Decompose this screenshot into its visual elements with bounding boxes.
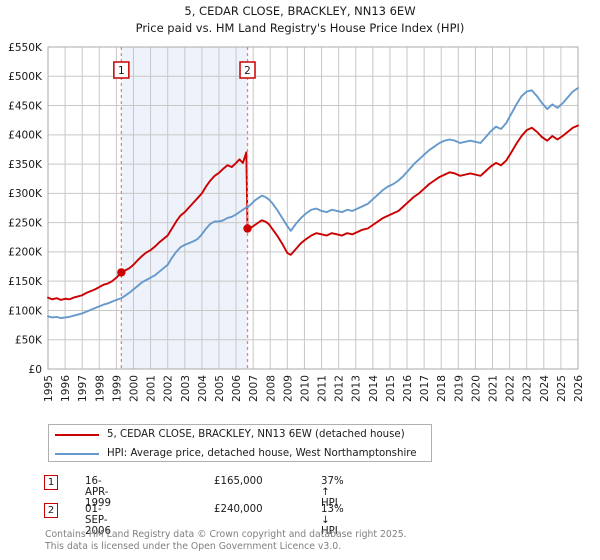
series-line-hpi	[47, 87, 579, 320]
x-axis-tick-label: 2021	[488, 375, 500, 402]
y-axis-tick-label: £0	[29, 364, 43, 376]
transaction-index-2: 2	[44, 503, 58, 518]
x-axis-tick-label: 2002	[163, 375, 175, 402]
footer-attribution: Contains HM Land Registry data © Crown c…	[45, 529, 407, 552]
legend-label-price-paid: 5, CEDAR CLOSE, BRACKLEY, NN13 6EW (deta…	[107, 429, 405, 440]
y-axis-tick-label: £450K	[8, 100, 43, 112]
price-chart-plot: £0 £50K £100K £150K £200K £250K £300K £350K £400…	[8, 42, 585, 402]
x-axis-tick-label: 2005	[214, 375, 226, 402]
transaction-hpi-delta-2: 13% ↓ HPI	[321, 504, 344, 537]
x-axis-tick-label: 2014	[368, 375, 380, 402]
transaction-hpi-delta-1: 37% ↑ HPI	[321, 476, 344, 509]
marker-badge-box[interactable]	[239, 61, 256, 79]
x-axis-tick-label: 2009	[282, 375, 294, 402]
x-axis-tick-label: 2006	[231, 375, 243, 402]
legend-swatch-price-paid	[55, 433, 99, 436]
x-axis-tick-label: 2001	[146, 375, 158, 402]
legend-label-hpi: HPI: Average price, detached house, West…	[107, 448, 417, 459]
x-axis-tick-label: 2007	[248, 375, 260, 402]
y-axis-tick-label: £550K	[8, 42, 43, 54]
plot-border	[47, 46, 579, 370]
x-axis-tick-label: 2018	[436, 375, 448, 402]
x-axis-tick-label: 2000	[128, 375, 140, 402]
x-axis-tick-label: 1997	[77, 375, 89, 402]
y-axis-tick-label: £150K	[8, 276, 43, 288]
x-axis-tick-label: 1998	[94, 375, 106, 402]
x-axis-tick-label: 2016	[402, 375, 414, 402]
x-axis-tick-label: 2023	[522, 375, 534, 402]
legend-swatch-hpi	[55, 452, 99, 455]
page-subtitle: Price paid vs. HM Land Registry's House …	[135, 21, 465, 35]
legend-item-price-paid: 5, CEDAR CLOSE, BRACKLEY, NN13 6EW (deta…	[49, 425, 431, 444]
x-axis-tick-label: 2008	[265, 375, 277, 402]
y-axis-tick-label: £500K	[8, 71, 43, 83]
transaction-date-1: 16-APR-1999	[85, 476, 111, 509]
x-axis-tick-label: 2012	[334, 375, 346, 402]
x-axis-tick-label: 2004	[197, 375, 209, 402]
y-axis-tick-label: £400K	[8, 130, 43, 142]
x-axis-tick-label: 2024	[539, 375, 551, 402]
x-axis-tick-label: 2022	[505, 375, 517, 402]
y-axis-tick-label: £250K	[8, 217, 43, 229]
x-axis-tick-label: 2015	[385, 375, 397, 402]
x-axis-tick-label: 2026	[573, 375, 585, 402]
x-axis-tick-label: 2011	[317, 375, 329, 402]
x-axis-tick-label: 1996	[60, 375, 72, 402]
transaction-index-1: 1	[44, 475, 58, 490]
legend-item-hpi: HPI: Average price, detached house, West…	[49, 444, 431, 463]
x-axis-tick-label: 2017	[419, 375, 431, 402]
y-axis-tick-label: £100K	[8, 305, 43, 317]
x-axis-tick-label: 2019	[453, 375, 465, 402]
transaction-price-1: £165,000	[214, 476, 263, 487]
marker-badge-label: 2	[244, 65, 251, 77]
marker-badge-label: 1	[118, 65, 125, 77]
sale-point-marker[interactable]	[243, 224, 252, 233]
transaction-date-2: 01-SEP-2006	[85, 504, 111, 537]
chart-legend: 5, CEDAR CLOSE, BRACKLEY, NN13 6EW (deta…	[48, 424, 432, 462]
sale-point-marker[interactable]	[117, 268, 126, 277]
marker-badge-box[interactable]	[113, 61, 130, 79]
y-axis-tick-label: £50K	[15, 335, 43, 347]
x-axis-tick-label: 2010	[299, 375, 311, 402]
transaction-price-2: £240,000	[214, 504, 263, 515]
y-axis-tick-label: £300K	[8, 188, 43, 200]
x-axis-tick-label: 2020	[470, 375, 482, 402]
series-line-price-paid	[47, 124, 579, 301]
x-axis-tick-label: 2025	[556, 375, 568, 402]
x-axis-tick-label: 2013	[351, 375, 363, 402]
x-axis-tick-label: 1995	[43, 375, 55, 402]
page-title: 5, CEDAR CLOSE, BRACKLEY, NN13 6EW	[184, 4, 416, 18]
y-axis-tick-label: £200K	[8, 247, 43, 259]
x-axis-tick-label: 1999	[111, 375, 123, 402]
y-axis-tick-label: £350K	[8, 159, 43, 171]
footer-line-2: This data is licensed under the Open Gov…	[45, 540, 342, 552]
footer-line-1: Contains HM Land Registry data © Crown c…	[45, 529, 407, 540]
x-axis-tick-label: 2003	[180, 375, 192, 402]
